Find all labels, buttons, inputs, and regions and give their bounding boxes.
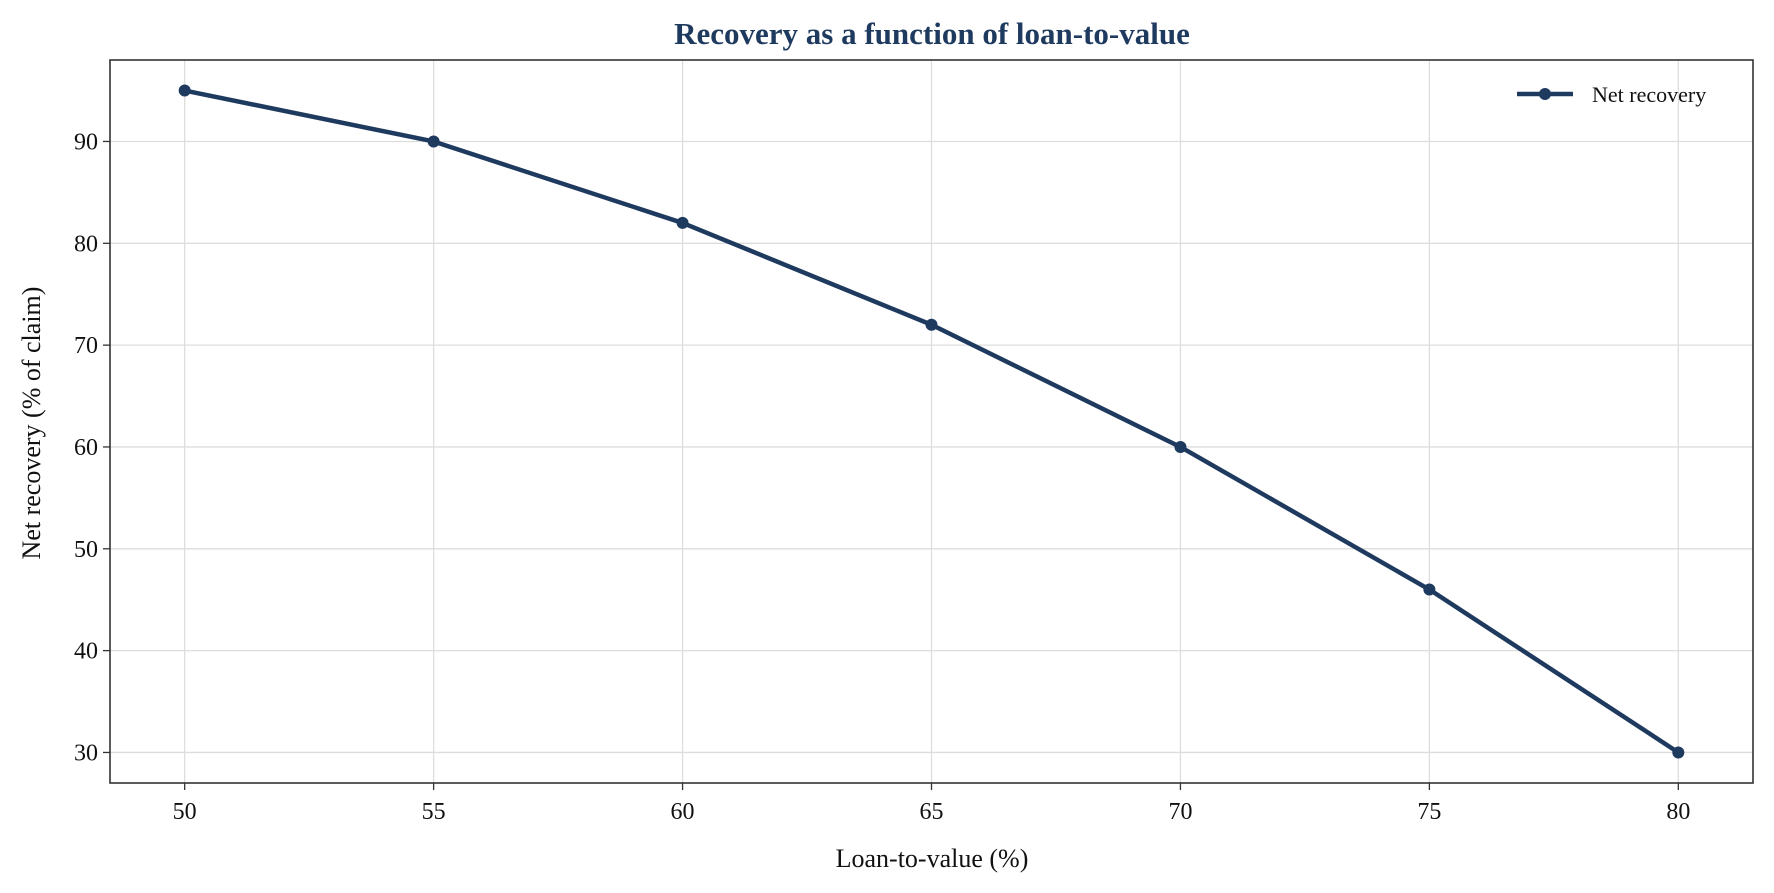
data-point-65: [925, 318, 938, 331]
y-tick-label-60: 60: [74, 435, 98, 461]
legend: Net recovery: [1517, 82, 1706, 107]
legend-label-net-recovery: Net recovery: [1592, 82, 1706, 107]
x-tick-label-50: 50: [173, 799, 197, 825]
x-tick-label-70: 70: [1168, 799, 1192, 825]
data-point-75: [1423, 583, 1436, 596]
x-tick-label-80: 80: [1666, 799, 1690, 825]
x-tick-label-65: 65: [920, 799, 944, 825]
data-point-70: [1174, 440, 1187, 453]
chart-title: Recovery as a function of loan-to-value: [674, 16, 1190, 51]
y-tick-label-50: 50: [74, 537, 98, 563]
x-tick-label-55: 55: [422, 799, 446, 825]
x-tick-label-75: 75: [1417, 799, 1441, 825]
y-axis-label: Net recovery (% of claim): [17, 287, 46, 560]
data-point-80: [1672, 746, 1685, 759]
x-axis-label: Loan-to-value (%): [836, 844, 1029, 873]
legend-marker-swatch: [1539, 88, 1551, 100]
y-tick-label-80: 80: [74, 231, 98, 257]
data-point-50: [178, 84, 191, 97]
data-point-55: [427, 135, 440, 148]
y-tick-label-70: 70: [74, 333, 98, 359]
series-layer: [178, 84, 1685, 759]
y-tick-label-30: 30: [74, 740, 98, 766]
y-tick-label-40: 40: [74, 639, 98, 665]
x-tick-label-60: 60: [671, 799, 695, 825]
grid: [110, 60, 1753, 783]
axis-ticks: 50 55 60 65 70 75 80 30 40 50 60 70 80 90: [74, 129, 1690, 825]
y-tick-label-90: 90: [74, 129, 98, 155]
data-point-60: [676, 216, 689, 229]
